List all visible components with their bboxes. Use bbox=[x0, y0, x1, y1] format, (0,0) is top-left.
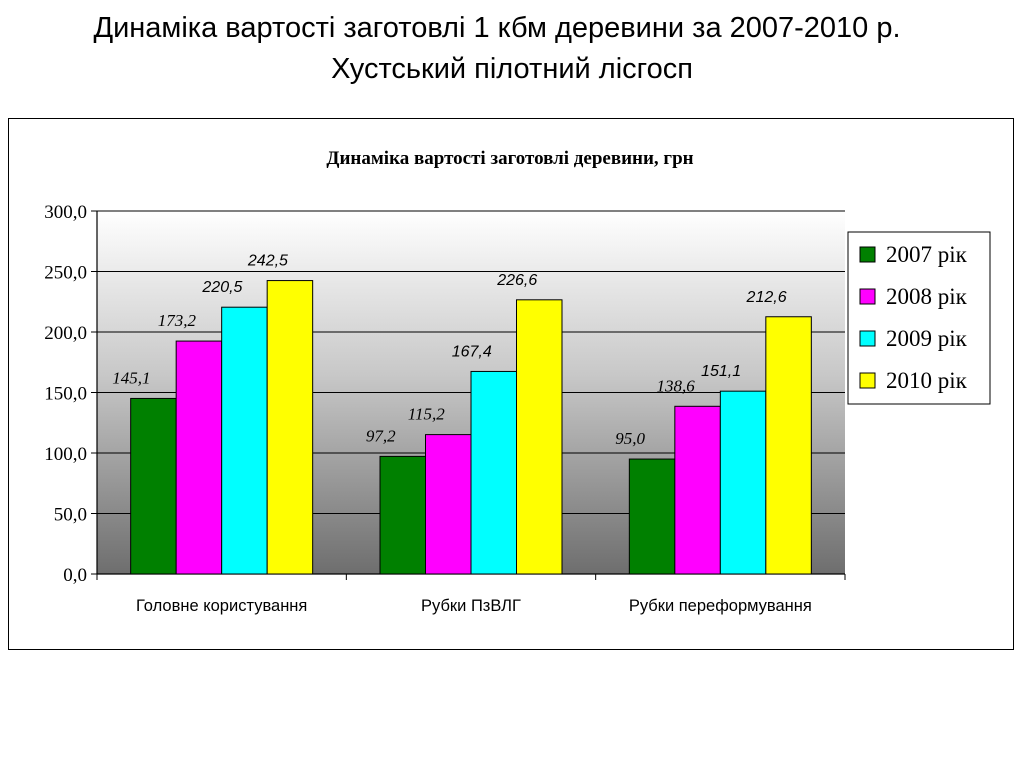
y-tick-label: 250,0 bbox=[44, 263, 87, 284]
bar-2 bbox=[425, 434, 472, 575]
x-tick-label: Головне користування bbox=[136, 597, 307, 615]
data-label: 115,2 bbox=[408, 405, 445, 424]
slide-title-line1: Динаміка вартості заготовлі 1 кбм дереви… bbox=[93, 12, 901, 44]
data-label: 226,6 bbox=[496, 272, 537, 289]
legend-label: 2007 рік bbox=[886, 242, 968, 267]
data-label: 95,0 bbox=[615, 429, 645, 448]
slide-title-line2: Хустський пілотний лісгосп bbox=[331, 53, 693, 85]
bar-1 bbox=[130, 397, 177, 575]
data-label: 242,5 bbox=[247, 253, 288, 270]
bar-4 bbox=[765, 316, 812, 575]
bar-4 bbox=[516, 299, 563, 575]
legend-swatch bbox=[859, 330, 876, 347]
bar-1 bbox=[379, 455, 426, 575]
chart-title: Динаміка вартості заготовлі деревини, гр… bbox=[326, 148, 693, 169]
data-label: 151,1 bbox=[701, 363, 741, 380]
data-label: 212,6 bbox=[746, 289, 787, 306]
bar-2 bbox=[175, 340, 223, 575]
data-label: 145,1 bbox=[112, 368, 150, 387]
data-label: 173,2 bbox=[158, 311, 197, 330]
slide-title: Динаміка вартості заготовлі 1 кбм дереви… bbox=[0, 8, 1024, 90]
y-tick-label: 150,0 bbox=[44, 384, 87, 405]
data-label: 220,5 bbox=[201, 279, 242, 296]
y-tick-label: 0,0 bbox=[63, 565, 87, 586]
y-tick-label: 100,0 bbox=[44, 444, 87, 465]
data-label: 97,2 bbox=[366, 426, 396, 445]
legend-swatch bbox=[859, 288, 876, 305]
legend-swatch bbox=[859, 372, 876, 389]
legend-label: 2010 рік bbox=[886, 368, 968, 393]
x-tick-label: Рубки переформування bbox=[629, 597, 812, 615]
bar-3 bbox=[470, 370, 517, 575]
y-tick-label: 50,0 bbox=[54, 505, 87, 526]
legend-label: 2009 рік bbox=[886, 326, 968, 351]
y-tick-label: 300,0 bbox=[44, 202, 87, 223]
legend-swatch bbox=[859, 246, 876, 263]
bar-1 bbox=[628, 458, 676, 575]
bar-2 bbox=[674, 405, 721, 575]
data-label: 138,6 bbox=[656, 376, 695, 395]
bar-4 bbox=[266, 280, 314, 575]
y-tick-label: 200,0 bbox=[44, 323, 87, 344]
legend-label: 2008 рік bbox=[886, 284, 968, 309]
data-label: 167,4 bbox=[452, 343, 492, 360]
x-tick-label: Рубки ПзВЛГ bbox=[421, 597, 521, 615]
bar-3 bbox=[719, 390, 767, 575]
bar-3 bbox=[221, 306, 268, 575]
